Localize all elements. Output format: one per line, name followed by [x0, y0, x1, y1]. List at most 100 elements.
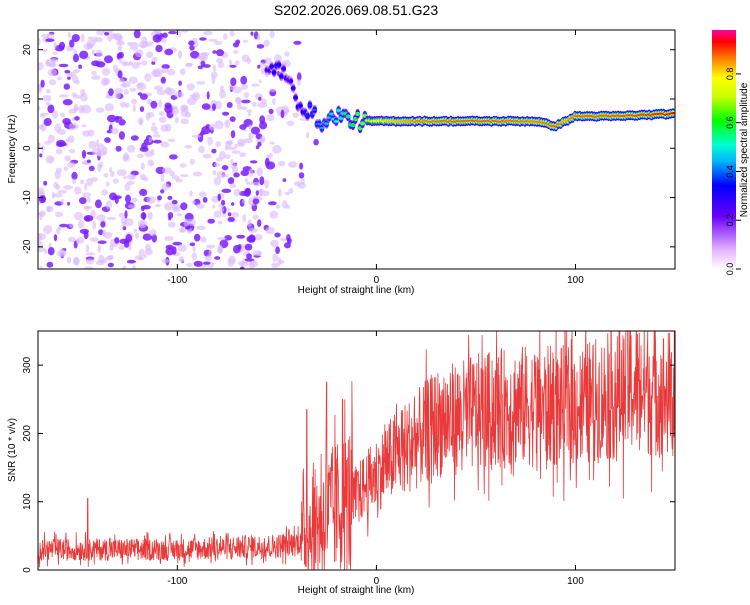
noise-blob [147, 211, 153, 220]
noise-blob [52, 193, 63, 198]
noise-blob [121, 81, 131, 88]
noise-blob [212, 65, 217, 72]
ridge-segment [307, 103, 313, 107]
noise-blob [122, 154, 130, 162]
noise-blob [216, 57, 224, 64]
noise-blob [112, 64, 118, 73]
noise-blob [59, 94, 69, 98]
ridge-segment [329, 112, 334, 116]
noise-blob [82, 192, 92, 198]
noise-blob [103, 77, 111, 86]
noise-blob [46, 33, 55, 39]
noise-blob [164, 202, 174, 211]
noise-blob [129, 61, 133, 65]
ridge-segment [670, 112, 675, 115]
noise-blob [259, 135, 266, 144]
noise-blob [38, 246, 46, 253]
noise-blob [67, 76, 71, 80]
noise-blob [204, 255, 212, 262]
noise-blob [212, 169, 217, 176]
noise-blob [249, 160, 258, 164]
noise-blob [241, 99, 251, 104]
noise-blob [219, 150, 226, 160]
noise-blob [158, 116, 167, 123]
noise-blob [193, 260, 203, 267]
noise-blob [46, 261, 54, 268]
noise-blob [229, 183, 237, 188]
noise-blob [246, 253, 253, 260]
noise-blob [83, 230, 89, 240]
noise-blob [43, 225, 53, 234]
noise-blob [174, 116, 179, 124]
noise-blob [224, 154, 231, 160]
noise-blob [150, 148, 155, 156]
noise-blob [104, 32, 110, 36]
noise-blob [44, 248, 48, 255]
noise-blob [265, 226, 275, 235]
noise-blob [229, 59, 232, 67]
noise-blob [65, 138, 70, 143]
noise-blob [167, 212, 174, 219]
spectrogram-ridge [264, 59, 675, 134]
x-tick-label: -100 [167, 576, 187, 587]
noise-blob [103, 231, 113, 239]
noise-blob [105, 200, 113, 210]
noise-blob [57, 226, 62, 230]
colorbar-gradient [712, 30, 736, 269]
noise-blob [98, 149, 102, 157]
noise-blob [130, 174, 136, 180]
noise-blob [98, 229, 104, 236]
noise-blob [196, 55, 207, 60]
noise-blob [139, 220, 145, 227]
noise-blob [82, 130, 90, 137]
noise-blob [122, 265, 127, 269]
noise-blob [118, 78, 125, 83]
noise-blob [192, 245, 196, 253]
noise-blob [223, 33, 228, 40]
noise-blob [240, 75, 248, 85]
noise-blob [94, 199, 102, 209]
noise-blob [258, 96, 262, 101]
noise-blob [196, 81, 206, 85]
noise-blob [96, 214, 106, 221]
noise-blob [230, 77, 237, 86]
noise-blob [277, 160, 286, 167]
noise-blob [219, 207, 225, 213]
noise-blob [148, 136, 152, 143]
noise-blob [146, 51, 154, 58]
noise-blob [252, 101, 257, 108]
noise-blob [171, 199, 178, 205]
noise-blob [288, 187, 294, 194]
noise-blob [268, 152, 273, 159]
noise-blob [164, 48, 174, 56]
noise-blob [85, 252, 96, 256]
noise-blob [244, 178, 248, 183]
noise-blob [242, 214, 247, 223]
noise-blob [212, 205, 216, 209]
noise-blob [242, 39, 248, 43]
snr-x-ticks: -100 0 100 [167, 331, 584, 587]
noise-blob [46, 88, 51, 94]
noise-blob [232, 86, 243, 94]
noise-blob [145, 243, 151, 251]
noise-blob [63, 166, 69, 171]
noise-blob [105, 181, 110, 187]
noise-blob [179, 68, 186, 75]
noise-blob [126, 144, 136, 153]
noise-blob [110, 32, 116, 40]
noise-blob [81, 149, 87, 159]
noise-blob [118, 244, 126, 251]
noise-blob [252, 250, 263, 257]
noise-blob [216, 170, 226, 179]
noise-blob [266, 114, 275, 122]
noise-blob [178, 227, 185, 233]
noise-blob [221, 165, 229, 171]
noise-blob [110, 170, 115, 178]
noise-blob [219, 85, 225, 93]
noise-blob [54, 211, 64, 217]
ridge-segment [305, 114, 310, 118]
snr-panel: -100 0 100 0 100 200 300 Height of straight l… [7, 330, 676, 596]
noise-blob [53, 234, 58, 242]
noise-blob [48, 62, 57, 66]
noise-blob [172, 203, 181, 213]
